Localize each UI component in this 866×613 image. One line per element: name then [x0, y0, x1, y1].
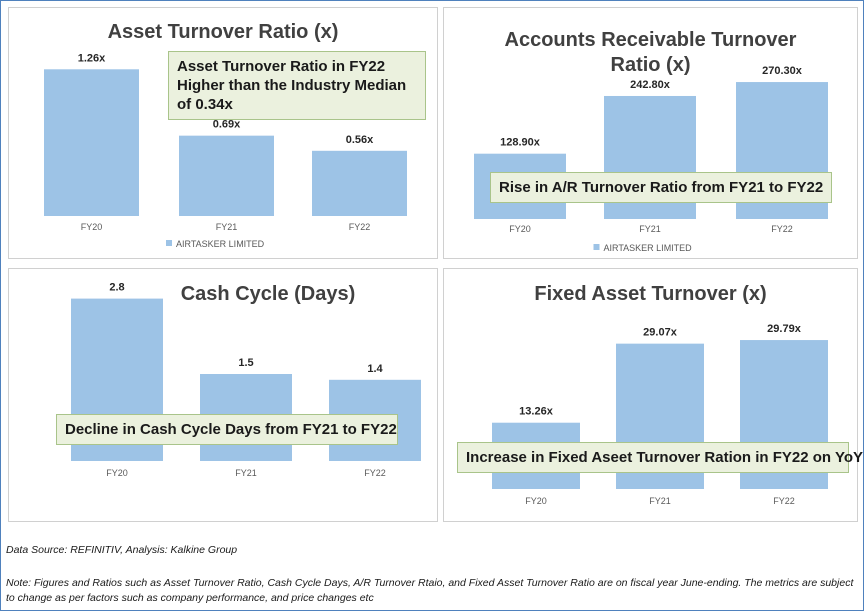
x-tick-label: FY22: [349, 222, 371, 232]
legend-label: AIRTASKER LIMITED: [604, 243, 693, 253]
chart-title: Cash Cycle (Days): [180, 283, 356, 305]
data-label: 0.56x: [346, 134, 374, 146]
annotation-callout: Rise in A/R Turnover Ratio from FY21 to …: [490, 172, 832, 203]
data-label: 13.26x: [519, 406, 554, 418]
chart-panel-fixed-asset: 13.26x FY20 29.07x FY21 29.79x FY22 Fixed Ass…: [443, 268, 863, 522]
chart-fixed-asset: 13.26x FY20 29.07x FY21 29.79x FY22: [492, 323, 828, 506]
x-tick-label: FY21: [235, 468, 257, 478]
data-label: 29.07x: [643, 327, 678, 339]
data-label: 1.26x: [78, 52, 106, 64]
chart-cash-cycle: 2.8 FY20 1.5 FY21 1.4 FY22: [71, 282, 421, 478]
legend: AIRTASKER LIMITED: [593, 243, 693, 253]
chart-panel-cash-cycle: 2.8 FY20 1.5 FY21 1.4 FY22 Cash Cycle (Days) …: [8, 268, 438, 522]
chart-panel-ar-turnover: 128.90x FY20 242.80x FY21 270.30x FY22 AIRTASK…: [443, 7, 858, 259]
data-label: 1.5: [238, 357, 253, 369]
x-tick-label: FY21: [216, 222, 238, 232]
chart-panel-asset-turnover: 1.26x FY20 0.69x FY21 0.56x FY22 AIRTASKER LIM…: [8, 7, 438, 259]
data-label: 2.8: [109, 282, 124, 294]
x-tick-label: FY20: [81, 222, 103, 232]
x-tick-label: FY22: [364, 468, 386, 478]
annotation-callout: Increase in Fixed Aseet Turnover Ration …: [457, 442, 863, 473]
x-tick-label: FY20: [106, 468, 128, 478]
x-tick-label: FY20: [525, 496, 547, 506]
x-tick-label: FY21: [649, 496, 671, 506]
data-source-footnote: Data Source: REFINITIV, Analysis: Kalkin…: [6, 544, 238, 556]
annotation-callout: Decline in Cash Cycle Days from FY21 to …: [56, 414, 398, 445]
x-tick-label: FY21: [639, 224, 661, 234]
chart-title: Fixed Asset Turnover (x): [534, 283, 767, 305]
disclaimer-note: Note: Figures and Ratios such as Asset T…: [6, 577, 854, 604]
data-label: 0.69x: [213, 119, 241, 131]
bar-fy21: [179, 135, 274, 216]
chart-asset-turnover: 1.26x FY20 0.69x FY21 0.56x FY22 AIRTASKER LIM…: [44, 52, 407, 249]
x-tick-label: FY22: [773, 496, 795, 506]
legend-swatch: [593, 244, 600, 250]
data-label: 270.30x: [762, 65, 803, 77]
bar-fy20: [44, 69, 139, 216]
data-label: 29.79x: [767, 323, 802, 335]
data-label: 128.90x: [500, 137, 541, 149]
bar-fy22: [312, 150, 407, 216]
annotation-callout: Asset Turnover Ratio in FY22 Higher than…: [168, 51, 426, 120]
legend-label: AIRTASKER LIMITED: [176, 239, 265, 249]
chart-title: Asset Turnover Ratio (x): [107, 21, 339, 43]
x-tick-label: FY22: [771, 224, 793, 234]
legend: AIRTASKER LIMITED: [166, 239, 265, 249]
data-label: 1.4: [367, 363, 383, 375]
legend-swatch: [166, 240, 172, 246]
data-label: 242.80x: [630, 79, 671, 91]
x-tick-label: FY20: [509, 224, 531, 234]
chart-title: Accounts Receivable Turnover Ratio (x): [504, 29, 797, 76]
